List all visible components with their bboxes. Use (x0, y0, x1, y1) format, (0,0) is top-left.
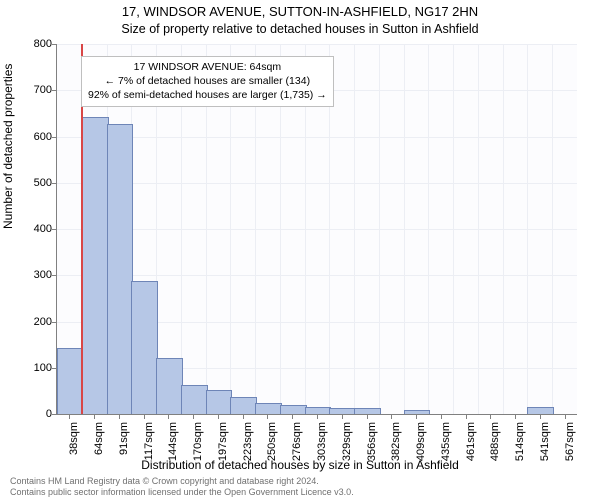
annotation-line-2: ← 7% of detached houses are smaller (134… (88, 74, 327, 88)
xtick-mark (416, 414, 417, 419)
gridline-h (57, 137, 577, 138)
chart-container: 17, WINDSOR AVENUE, SUTTON-IN-ASHFIELD, … (0, 0, 600, 500)
ytick-label: 700 (16, 84, 52, 96)
xtick-mark (367, 414, 368, 419)
gridline-h (57, 229, 577, 230)
xtick-mark (317, 414, 318, 419)
xtick-mark (391, 414, 392, 419)
ytick-label: 300 (16, 269, 52, 281)
xtick-mark (144, 414, 145, 419)
ytick-mark (52, 229, 57, 230)
footer-line-2: Contains public sector information licen… (10, 487, 354, 498)
gridline-v (379, 44, 380, 414)
gridline-v (478, 44, 479, 414)
xtick-mark (292, 414, 293, 419)
gridline-h (57, 275, 577, 276)
xtick-mark (94, 414, 95, 419)
histogram-bar (527, 407, 554, 414)
gridline-v (404, 44, 405, 414)
xtick-mark (218, 414, 219, 419)
xtick-mark (267, 414, 268, 419)
title-line-2: Size of property relative to detached ho… (0, 22, 600, 36)
footer-attribution: Contains HM Land Registry data © Crown c… (10, 476, 354, 498)
gridline-h (57, 183, 577, 184)
histogram-bar (230, 397, 257, 414)
xtick-mark (193, 414, 194, 419)
ytick-label: 100 (16, 362, 52, 374)
annotation-line-3: 92% of semi-detached houses are larger (… (88, 88, 327, 102)
histogram-bar (57, 348, 84, 414)
xtick-mark (565, 414, 566, 419)
y-axis-label: Number of detached properties (1, 64, 15, 229)
xtick-mark (441, 414, 442, 419)
ytick-mark (52, 414, 57, 415)
histogram-bar (181, 385, 208, 414)
xtick-mark (168, 414, 169, 419)
histogram-bar (107, 124, 134, 414)
ytick-mark (52, 44, 57, 45)
ytick-label: 600 (16, 131, 52, 143)
xtick-mark (69, 414, 70, 419)
xtick-mark (119, 414, 120, 419)
histogram-bar (329, 408, 356, 414)
ytick-mark (52, 322, 57, 323)
histogram-bar (206, 390, 233, 414)
title-line-1: 17, WINDSOR AVENUE, SUTTON-IN-ASHFIELD, … (0, 4, 600, 19)
xtick-mark (540, 414, 541, 419)
gridline-v (527, 44, 528, 414)
footer-line-1: Contains HM Land Registry data © Crown c… (10, 476, 354, 487)
gridline-v (453, 44, 454, 414)
annotation-line-1: 17 WINDSOR AVENUE: 64sqm (88, 60, 327, 74)
ytick-label: 0 (16, 408, 52, 420)
ytick-label: 400 (16, 223, 52, 235)
histogram-bar (82, 117, 109, 414)
histogram-bar (156, 358, 183, 415)
histogram-bar (131, 281, 158, 414)
plot-area: 17 WINDSOR AVENUE: 64sqm ← 7% of detache… (56, 44, 577, 415)
xtick-mark (243, 414, 244, 419)
histogram-bar (255, 403, 282, 414)
ytick-label: 500 (16, 177, 52, 189)
gridline-v (503, 44, 504, 414)
gridline-v (354, 44, 355, 414)
ytick-label: 200 (16, 316, 52, 328)
gridline-v (552, 44, 553, 414)
xtick-mark (466, 414, 467, 419)
ytick-label: 800 (16, 38, 52, 50)
ytick-mark (52, 90, 57, 91)
histogram-bar (354, 408, 381, 414)
annotation-box: 17 WINDSOR AVENUE: 64sqm ← 7% of detache… (81, 56, 334, 107)
gridline-v (428, 44, 429, 414)
gridline-h (57, 44, 577, 45)
xtick-mark (515, 414, 516, 419)
histogram-bar (280, 405, 307, 414)
ytick-mark (52, 183, 57, 184)
ytick-mark (52, 137, 57, 138)
ytick-mark (52, 275, 57, 276)
xtick-mark (490, 414, 491, 419)
xtick-mark (342, 414, 343, 419)
